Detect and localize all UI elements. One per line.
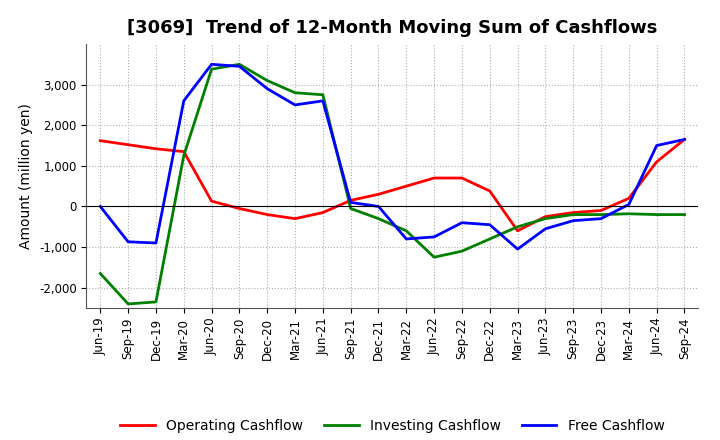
Operating Cashflow	[207, 198, 216, 204]
Investing Cashflow	[430, 255, 438, 260]
Investing Cashflow	[513, 224, 522, 229]
Free Cashflow	[318, 98, 327, 103]
Investing Cashflow	[624, 211, 633, 216]
Operating Cashflow	[513, 228, 522, 234]
Free Cashflow	[152, 240, 161, 246]
Free Cashflow	[569, 218, 577, 224]
Free Cashflow	[430, 234, 438, 239]
Y-axis label: Amount (million yen): Amount (million yen)	[19, 103, 33, 249]
Free Cashflow	[680, 137, 689, 142]
Investing Cashflow	[402, 228, 410, 234]
Operating Cashflow	[263, 212, 271, 217]
Free Cashflow	[263, 86, 271, 92]
Free Cashflow	[96, 204, 104, 209]
Free Cashflow	[402, 236, 410, 242]
Title: [3069]  Trend of 12-Month Moving Sum of Cashflows: [3069] Trend of 12-Month Moving Sum of C…	[127, 19, 657, 37]
Free Cashflow	[374, 204, 383, 209]
Free Cashflow	[541, 226, 550, 231]
Investing Cashflow	[569, 212, 577, 217]
Investing Cashflow	[291, 90, 300, 95]
Free Cashflow	[235, 64, 243, 69]
Investing Cashflow	[541, 216, 550, 221]
Operating Cashflow	[374, 192, 383, 197]
Operating Cashflow	[179, 149, 188, 154]
Investing Cashflow	[235, 62, 243, 67]
Investing Cashflow	[152, 299, 161, 304]
Investing Cashflow	[207, 66, 216, 72]
Free Cashflow	[624, 202, 633, 207]
Free Cashflow	[179, 98, 188, 103]
Investing Cashflow	[597, 212, 606, 217]
Operating Cashflow	[402, 183, 410, 189]
Investing Cashflow	[179, 153, 188, 158]
Operating Cashflow	[235, 206, 243, 211]
Operating Cashflow	[152, 146, 161, 151]
Operating Cashflow	[291, 216, 300, 221]
Operating Cashflow	[680, 137, 689, 142]
Operating Cashflow	[652, 159, 661, 165]
Investing Cashflow	[485, 236, 494, 242]
Operating Cashflow	[624, 196, 633, 201]
Investing Cashflow	[263, 78, 271, 83]
Operating Cashflow	[569, 210, 577, 215]
Operating Cashflow	[597, 208, 606, 213]
Investing Cashflow	[374, 216, 383, 221]
Investing Cashflow	[652, 212, 661, 217]
Operating Cashflow	[96, 138, 104, 143]
Operating Cashflow	[485, 188, 494, 194]
Free Cashflow	[124, 239, 132, 245]
Free Cashflow	[291, 102, 300, 107]
Free Cashflow	[652, 143, 661, 148]
Investing Cashflow	[458, 249, 467, 254]
Investing Cashflow	[346, 206, 355, 211]
Free Cashflow	[513, 246, 522, 252]
Line: Operating Cashflow: Operating Cashflow	[100, 139, 685, 231]
Free Cashflow	[597, 216, 606, 221]
Operating Cashflow	[124, 142, 132, 147]
Investing Cashflow	[124, 301, 132, 307]
Operating Cashflow	[430, 176, 438, 181]
Investing Cashflow	[680, 212, 689, 217]
Operating Cashflow	[541, 214, 550, 219]
Operating Cashflow	[318, 210, 327, 215]
Free Cashflow	[458, 220, 467, 225]
Legend: Operating Cashflow, Investing Cashflow, Free Cashflow: Operating Cashflow, Investing Cashflow, …	[114, 413, 670, 438]
Line: Investing Cashflow: Investing Cashflow	[100, 64, 685, 304]
Investing Cashflow	[318, 92, 327, 97]
Operating Cashflow	[458, 176, 467, 181]
Operating Cashflow	[346, 198, 355, 203]
Investing Cashflow	[96, 271, 104, 276]
Free Cashflow	[485, 222, 494, 227]
Line: Free Cashflow: Free Cashflow	[100, 64, 685, 249]
Free Cashflow	[346, 200, 355, 205]
Free Cashflow	[207, 62, 216, 67]
